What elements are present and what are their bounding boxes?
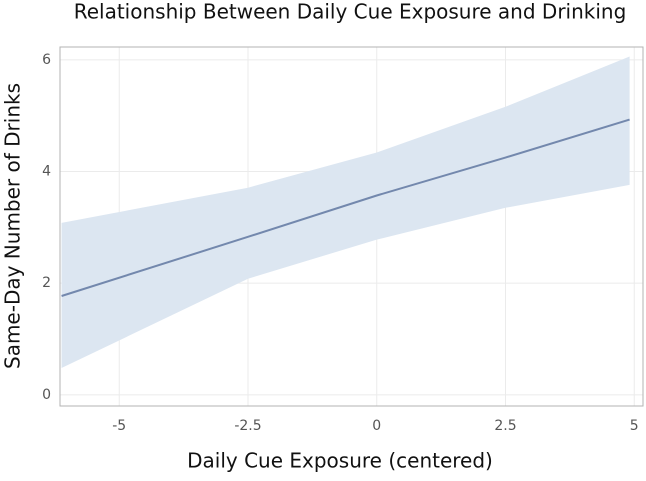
x-tick-label: 0 xyxy=(372,418,381,434)
x-tick-label: -2.5 xyxy=(234,418,261,434)
y-tick-label: 6 xyxy=(42,52,51,68)
chart-title: Relationship Between Daily Cue Exposure … xyxy=(74,0,627,24)
y-tick-label: 2 xyxy=(42,275,51,291)
x-axis-label: Daily Cue Exposure (centered) xyxy=(187,449,493,473)
y-tick-label: 4 xyxy=(42,164,51,180)
x-tick-label: -5 xyxy=(112,418,126,434)
x-tick-label: 2.5 xyxy=(494,418,516,434)
confidence-band xyxy=(61,56,630,369)
y-tick-label: 0 xyxy=(42,387,51,403)
x-tick-label: 5 xyxy=(630,418,639,434)
plot-border xyxy=(59,46,644,407)
y-axis-label: Same-Day Number of Drinks xyxy=(1,83,25,369)
line xyxy=(61,118,630,297)
